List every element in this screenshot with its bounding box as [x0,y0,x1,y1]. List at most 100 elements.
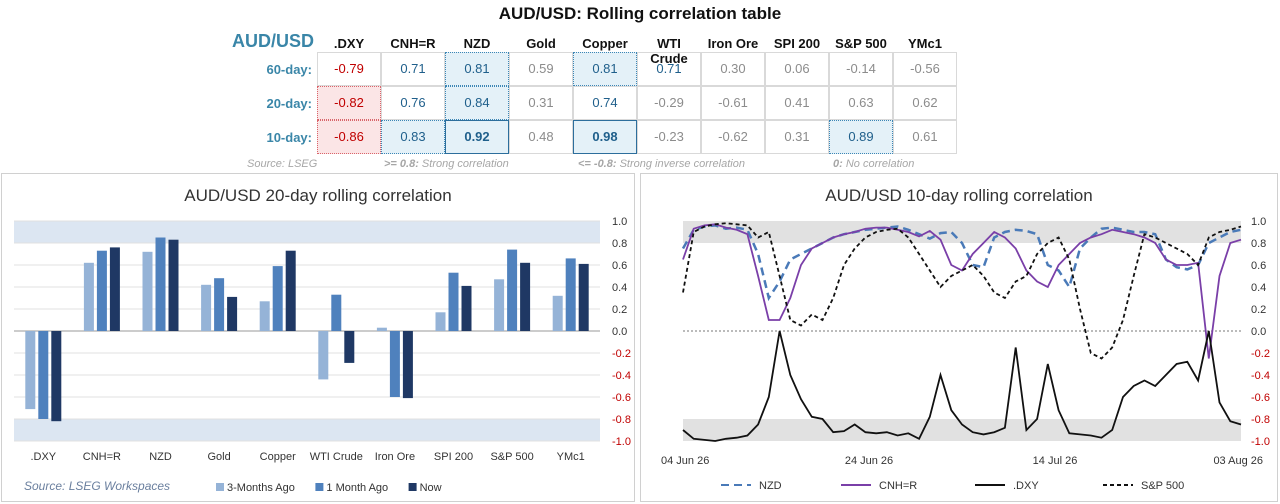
table-cell: 0.61 [893,120,957,154]
table-cell: -0.14 [829,52,893,86]
y-tick-label: 1.0 [612,216,627,228]
table-cell: 0.74 [573,86,637,120]
table-cell: -0.79 [317,52,381,86]
series-line [682,330,1242,442]
row-label: 60-day: [266,62,312,77]
bar [201,284,212,331]
column-header: NZD [463,36,491,51]
bar [565,258,576,331]
x-tick-label: NZD [149,451,172,463]
legend-inverse-key: <= -0.8: [578,158,617,170]
column-header: Gold [526,36,556,51]
legend-none-text: No correlation [845,158,915,170]
series-line [681,224,1242,302]
shaded-band [683,419,1241,441]
bar-chart: 1.0 0.8 0.6 0.4 0.2 0.0 -0.2 -0.4 -0.6 -0.8 -1.0 .D… [14,216,631,494]
table-cell: 0.31 [509,86,573,120]
y-tick-label: -0.4 [612,370,631,382]
table-cell: -0.86 [317,120,381,154]
y-tick-label: -0.2 [612,348,631,360]
column-header: YMc1 [908,36,942,51]
table-title: AUD/USD: Rolling correlation table [498,4,782,23]
bar-chart-panel: AUD/USD 20-day rolling correlation 1.0 0.… [1,173,635,502]
y-tick-label: -0.8 [1251,414,1270,426]
line-chart: 1.0 0.8 0.6 0.4 0.2 0.0 -0.2 -0.4 -0.6 -0.8 -1.0 04… [661,216,1270,492]
table-cell: -0.62 [701,120,765,154]
x-tick-label: .DXY [30,451,56,463]
table-cell: -0.29 [637,86,701,120]
x-tick-label: Copper [260,451,296,463]
bar [494,279,505,331]
table-cell: 0.30 [701,52,765,86]
x-tick-label: 24 Jun 26 [845,455,893,467]
y-tick-label: 0.4 [612,282,627,294]
table-cell: 0.71 [381,52,445,86]
bar [51,331,62,422]
table-cell: 0.71 [637,52,701,86]
y-tick-label: 0.2 [612,304,627,316]
table-cell: 0.81 [573,52,637,86]
legend-label: CNH=R [879,480,917,492]
y-tick-label: 0.2 [1251,304,1266,316]
legend-label: .DXY [1013,480,1039,492]
x-tick-label: Gold [207,451,230,463]
bar [578,263,589,331]
line-chart-panel: AUD/USD 10-day rolling correlation 1.0 0.… [640,173,1278,502]
column-header: Copper [582,36,628,51]
row-label: 20-day: [266,96,312,111]
table-row-header: AUD/USD [232,31,315,51]
legend-swatch [216,483,224,491]
table-cell: 0.84 [445,86,509,120]
bar [25,331,36,410]
bar [376,327,387,331]
y-tick-label: -0.6 [612,392,631,404]
table-cell: 0.62 [893,86,957,120]
y-tick-label: -0.2 [1251,348,1270,360]
table-cell: 0.81 [445,52,509,86]
x-tick-label: 03 Aug 26 [1213,455,1263,467]
bar [402,331,413,399]
table-cell: -0.82 [317,86,381,120]
bar [272,266,283,331]
bar [552,295,563,331]
table-cell: 0.76 [381,86,445,120]
bar [448,272,459,331]
legend-none-key: 0: [833,158,843,170]
y-tick-label: -0.4 [1251,370,1270,382]
row-label: 10-day: [266,130,312,145]
bar [461,285,472,331]
column-header: CNH=R [390,36,436,51]
table-cell: 0.63 [829,86,893,120]
table-cell: -0.61 [701,86,765,120]
bar [38,331,49,419]
table-cell: -0.56 [893,52,957,86]
table-cell: 0.83 [381,120,445,154]
column-header: Iron Ore [707,36,759,51]
bar [155,237,166,331]
column-header: WTI Crude [650,36,688,66]
table-cell: 0.48 [509,120,573,154]
bar [109,247,120,331]
bar [520,262,531,331]
x-tick-label: Iron Ore [375,451,415,463]
shaded-band [683,221,1241,243]
x-tick-label: SPI 200 [434,451,473,463]
y-tick-label: 0.6 [612,260,627,272]
shaded-band [14,221,600,243]
correlation-table-section: AUD/USD: Rolling correlation table AUD/U… [0,0,1280,172]
legend-strong-key: >= 0.8: [384,158,419,170]
legend-none-note: 0: No correlation [833,158,914,170]
legend-label: S&P 500 [1141,480,1184,492]
bar [227,296,238,331]
bar [344,331,355,363]
legend-swatch [408,483,417,491]
table-cell: 0.98 [573,120,637,154]
table-cell: 0.59 [509,52,573,86]
bar [435,312,446,331]
y-tick-label: 1.0 [1251,216,1266,228]
bar [285,250,296,331]
column-header: .DXY [333,36,365,51]
legend-label: Now [420,482,442,494]
bar [96,250,107,331]
bar [214,278,225,331]
